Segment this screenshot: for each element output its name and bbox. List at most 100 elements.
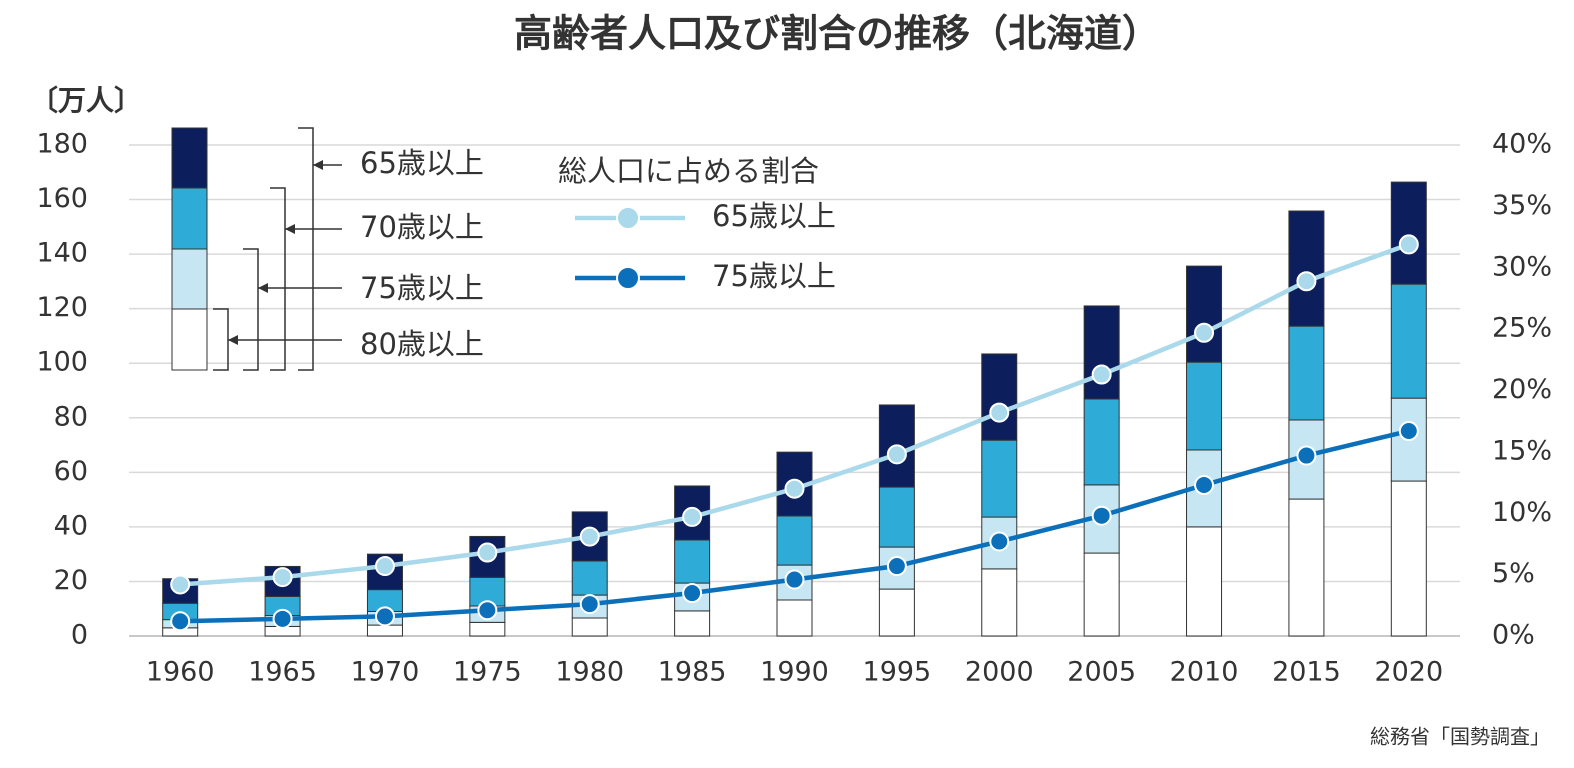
y2-tick-label: 10% — [1492, 497, 1552, 528]
x-tick-label: 1960 — [146, 657, 215, 688]
line-marker — [374, 606, 395, 627]
line-marker — [989, 531, 1010, 552]
legend-bracket — [270, 187, 286, 371]
legend-swatch — [171, 187, 208, 250]
line-marker — [272, 608, 293, 629]
legend-label: 75歳以上 — [712, 259, 836, 293]
line-marker — [682, 583, 703, 604]
bar-segment — [1390, 480, 1427, 637]
legend-label: 75歳以上 — [360, 271, 484, 305]
line-marker — [886, 556, 907, 577]
x-tick-label: 2000 — [965, 657, 1034, 688]
y2-tick-label: 0% — [1492, 620, 1535, 651]
line-marker — [272, 567, 293, 588]
y2-tick-label: 15% — [1492, 435, 1552, 466]
bar-segment — [1390, 283, 1427, 399]
legend-title: 総人口に占める割合 — [558, 154, 819, 188]
legend-arrowhead — [228, 335, 238, 345]
legend-label: 65歳以上 — [360, 146, 484, 180]
bar-segment — [878, 588, 915, 637]
bar-segment — [571, 560, 608, 596]
line-marker — [374, 556, 395, 577]
y-tick-label: 60 — [54, 456, 88, 487]
bar-segment — [1390, 181, 1427, 285]
x-tick-label: 1995 — [863, 657, 932, 688]
x-tick-label: 2005 — [1067, 657, 1136, 688]
bar-segment — [776, 599, 813, 637]
legend-marker — [616, 266, 640, 290]
bar-segment — [1083, 552, 1120, 637]
line-marker — [579, 526, 600, 547]
bar-segment — [674, 610, 711, 637]
y2-tick-label: 20% — [1492, 374, 1552, 405]
y-tick-label: 40 — [54, 510, 88, 541]
line-marker — [170, 611, 191, 632]
line-marker — [784, 478, 805, 499]
y-tick-label: 20 — [54, 565, 88, 596]
legend-arrowhead — [285, 224, 295, 234]
y-tick-label: 180 — [36, 129, 88, 160]
legend-arrowhead — [258, 283, 268, 293]
legend-swatch — [171, 127, 208, 189]
line-marker — [1398, 421, 1419, 442]
x-tick-label: 1965 — [248, 657, 317, 688]
x-tick-label: 1980 — [555, 657, 624, 688]
line-marker — [682, 506, 703, 527]
chart-title: 高齢者人口及び割合の推移（北海道） — [514, 12, 1160, 56]
line-marker — [170, 574, 191, 595]
bar-segment — [981, 439, 1018, 518]
bar-segment — [366, 624, 403, 637]
line-marker — [1296, 445, 1317, 466]
x-tick-label: 1970 — [351, 657, 420, 688]
bar-segment — [1186, 265, 1223, 363]
line-marker — [1091, 505, 1112, 526]
x-tick-label: 1975 — [453, 657, 522, 688]
source-note: 総務省「国勢調査」 — [1370, 725, 1550, 749]
legend-label: 80歳以上 — [360, 327, 484, 361]
y2-tick-label: 40% — [1492, 129, 1552, 160]
line-marker — [477, 542, 498, 563]
line-marker — [1194, 322, 1215, 343]
legend-marker — [616, 206, 640, 230]
bar-segment — [981, 353, 1018, 441]
bar-segment — [571, 617, 608, 637]
line-marker — [1194, 475, 1215, 496]
y-tick-label: 140 — [36, 238, 88, 269]
legend-swatch — [171, 248, 208, 310]
bar-segment — [878, 486, 915, 548]
line-marker — [784, 569, 805, 590]
bar-segment — [1186, 361, 1223, 451]
legend-swatch — [171, 308, 208, 371]
y-axis-label: 〔万人〕 — [30, 84, 142, 117]
line-marker — [477, 600, 498, 621]
x-tick-label: 2020 — [1374, 657, 1443, 688]
bar-segment — [776, 515, 813, 566]
y2-tick-label: 30% — [1492, 251, 1552, 282]
x-tick-label: 2015 — [1272, 657, 1341, 688]
y2-tick-label: 25% — [1492, 313, 1552, 344]
legend-label: 65歳以上 — [712, 199, 836, 233]
line-marker — [1398, 234, 1419, 255]
bar-segment — [1288, 325, 1325, 421]
bar-segment — [1288, 210, 1325, 327]
x-tick-label: 1985 — [658, 657, 727, 688]
bar-segment — [981, 568, 1018, 637]
y-tick-label: 120 — [36, 292, 88, 323]
legend-label: 70歳以上 — [360, 210, 484, 244]
bar-segment — [1083, 305, 1120, 400]
legend-arrowhead — [313, 160, 323, 170]
bar-segment — [1083, 398, 1120, 486]
y2-tick-label: 35% — [1492, 190, 1552, 221]
legend-bracket — [213, 308, 229, 371]
y-tick-label: 80 — [54, 401, 88, 432]
line-marker — [1091, 364, 1112, 385]
x-tick-label: 2010 — [1170, 657, 1239, 688]
line-marker — [1296, 271, 1317, 292]
x-tick-label: 1990 — [760, 657, 829, 688]
line-marker — [886, 444, 907, 465]
legend-bracket — [243, 248, 259, 371]
bar-segment — [1288, 498, 1325, 637]
bar-segment — [1186, 526, 1223, 637]
bar-segment — [674, 539, 711, 584]
